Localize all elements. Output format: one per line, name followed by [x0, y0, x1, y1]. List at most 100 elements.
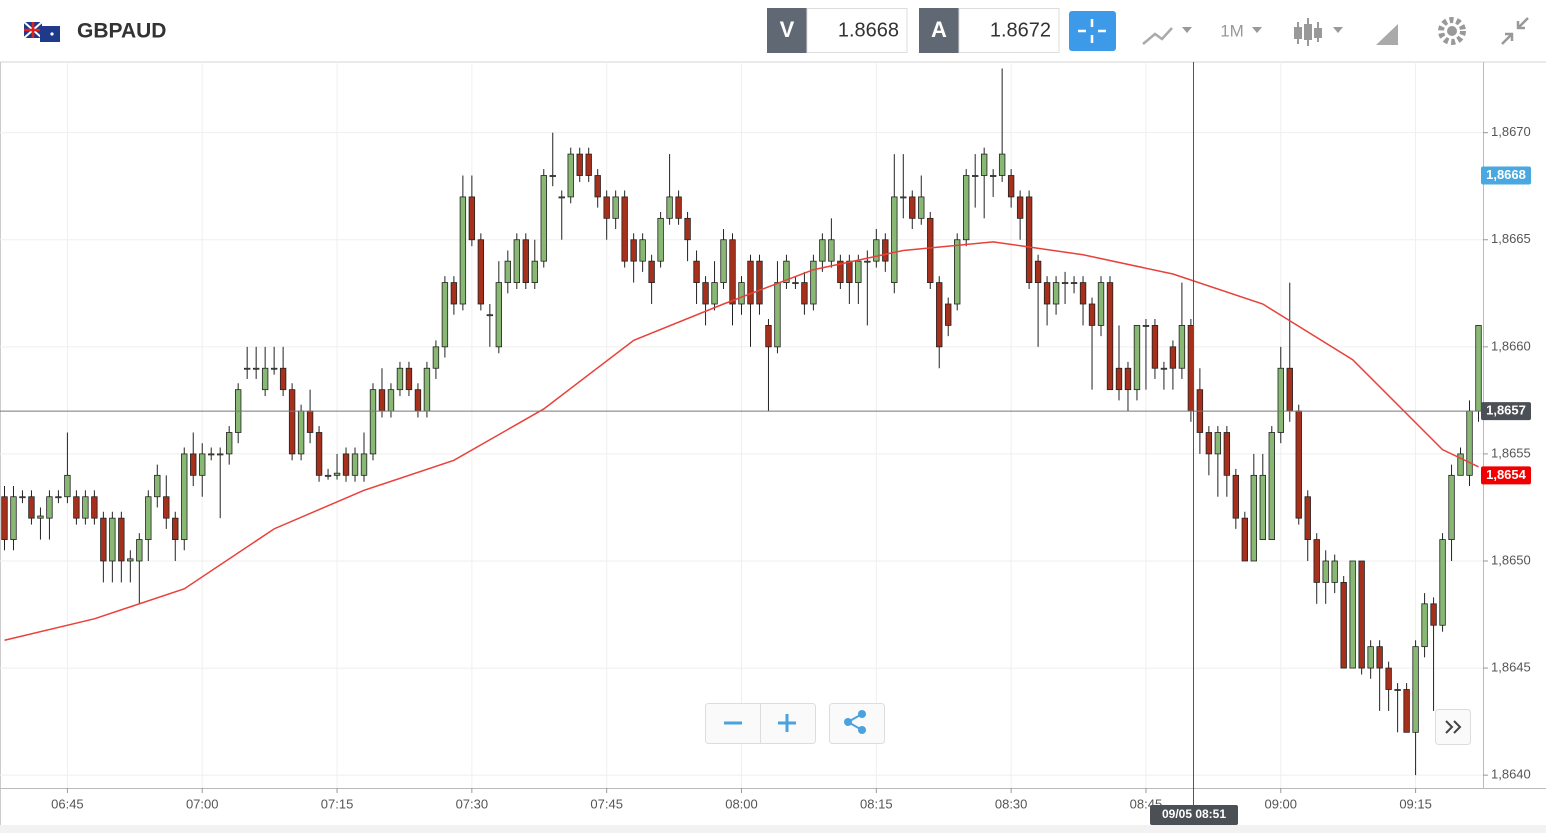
candle-body [351, 453, 359, 476]
candle-body [91, 496, 98, 519]
dropdown [1252, 27, 1262, 33]
candle-body [738, 282, 745, 305]
candle-body [702, 282, 709, 305]
flag-au [40, 26, 60, 42]
candle-body [855, 260, 862, 283]
zoom-in[interactable] [778, 714, 796, 732]
candle-body [1268, 432, 1275, 540]
candle-body [226, 432, 233, 455]
candle-body [1016, 196, 1024, 219]
candle-body [639, 239, 646, 262]
candle-body [900, 196, 907, 199]
candle-body [1304, 496, 1311, 540]
candle-body [603, 196, 610, 219]
draw-icon[interactable] [1376, 24, 1398, 45]
candle-body [1178, 325, 1186, 369]
candle-body [963, 175, 970, 241]
candle-body [378, 389, 386, 412]
candle-body [450, 282, 458, 305]
y-tick-label: 1,8640 [1491, 767, 1531, 782]
plot-area [0, 68, 1483, 776]
settings-icon[interactable] [1438, 17, 1466, 45]
candle-body [64, 474, 71, 498]
y-tick-label: 1,8660 [1491, 338, 1531, 353]
price-label: 1,8654 [1486, 467, 1527, 482]
candle-body [783, 260, 790, 283]
candle-body [414, 389, 422, 412]
candle-body [585, 153, 592, 176]
candle-body [1439, 539, 1446, 626]
candle-body [441, 282, 449, 348]
x-tick-label: 09:00 [1264, 796, 1297, 811]
candle-body [891, 196, 898, 283]
candle-body [405, 367, 413, 391]
candle-body [181, 453, 188, 540]
crosshair-button[interactable] [1069, 11, 1116, 51]
candle-body [396, 367, 404, 391]
candle-body [1115, 367, 1123, 391]
candle-body [172, 517, 179, 540]
candle-body [163, 496, 170, 519]
candle-body [46, 496, 53, 519]
candle-body [1079, 282, 1087, 305]
candle-body [306, 410, 314, 433]
y-tick-label: 1,8665 [1491, 231, 1531, 246]
candle-body [486, 314, 494, 317]
candle-body [675, 196, 682, 219]
candle-body [423, 367, 431, 412]
candle-body [37, 515, 44, 519]
scroll-right-icon [1445, 720, 1462, 734]
candle-body [971, 175, 979, 177]
x-tick-label: 07:00 [186, 796, 219, 811]
candle-body [882, 239, 889, 262]
candle-body [1412, 646, 1419, 733]
candle-body [315, 432, 323, 476]
candle-body [837, 260, 844, 283]
candle-body [1286, 367, 1293, 412]
candle-body [549, 175, 556, 177]
candle-body [252, 367, 260, 370]
candle-body [1430, 603, 1437, 626]
candle-body [199, 453, 206, 476]
x-tick-label: 07:45 [590, 796, 623, 811]
candle-body [1, 496, 8, 540]
y-tick-label: 1,8655 [1491, 445, 1531, 460]
candle-body [504, 260, 512, 283]
candle-body [73, 496, 80, 519]
axis-labels: 1,8640 1,8645 1,8650 1,8655 1,8660 1,8665 1,86… [51, 124, 1531, 811]
candle-body [1097, 282, 1105, 326]
candle-body [145, 496, 152, 540]
share-button[interactable] [829, 703, 885, 744]
candle-body [190, 453, 197, 476]
candle-body [459, 196, 467, 305]
indicator-icon[interactable] [1142, 27, 1173, 45]
candle-body [666, 196, 673, 219]
candle-body [136, 539, 143, 562]
flag-gb-cross2 [24, 22, 42, 38]
sell-button[interactable] [767, 8, 807, 53]
candle-body [1349, 560, 1356, 669]
candle-body [1340, 582, 1347, 669]
candle-body [531, 260, 538, 283]
period-label[interactable]: 1M [1220, 21, 1244, 40]
candle-body [1223, 432, 1231, 476]
buy-button[interactable] [919, 8, 959, 53]
candle-body [1421, 603, 1428, 648]
candle-body [630, 239, 637, 262]
candle-body [468, 196, 476, 241]
candle-body [936, 282, 943, 348]
candle-body [154, 474, 161, 498]
candle-body [495, 282, 503, 348]
candle-body [1169, 346, 1177, 369]
candle-body [10, 496, 17, 540]
candle-body [342, 453, 350, 476]
candle-body [118, 517, 125, 562]
candle-body [657, 217, 664, 262]
candle-body [522, 239, 529, 283]
candle-body [1448, 474, 1455, 540]
settings-icon-core [1447, 26, 1457, 36]
candle-body [261, 367, 269, 391]
candle-body [513, 239, 520, 283]
toolbar: GBPAUD V 1.8668 A 1.8672 1M [0, 0, 1546, 63]
collapse-icon[interactable] [1501, 17, 1529, 45]
